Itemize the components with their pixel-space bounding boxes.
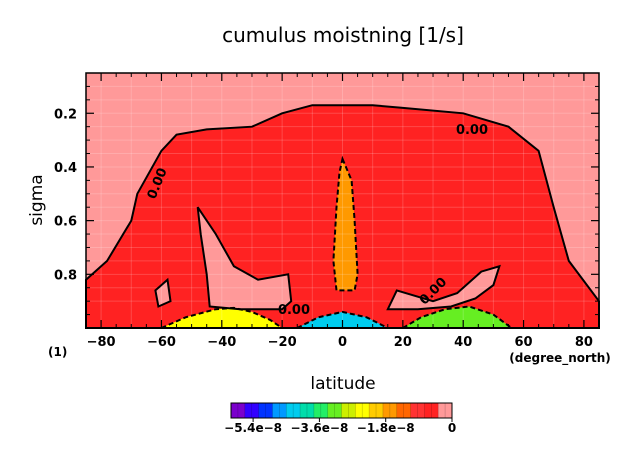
contour-label-top: 0.00 bbox=[456, 123, 488, 138]
x-axis-label: latitude bbox=[310, 374, 375, 394]
region-equatorial-near-surface-cell bbox=[297, 311, 388, 328]
x-tick-label: −40 bbox=[207, 335, 236, 350]
y-tick-label: 0.6 bbox=[54, 215, 77, 230]
contour-equatorial-tongue bbox=[332, 155, 359, 292]
colorbar-tick-label: −5.4e−8 bbox=[224, 421, 282, 435]
region-southern-near-surface-cell bbox=[161, 307, 283, 328]
x-tick-label: 80 bbox=[575, 335, 593, 350]
colorbar bbox=[230, 402, 453, 419]
x-tick-label: −60 bbox=[147, 335, 176, 350]
figure-number: (1) bbox=[48, 345, 67, 359]
region-southern-weak-cell bbox=[197, 207, 292, 310]
x-tick-label: 40 bbox=[454, 335, 472, 350]
contour-lines bbox=[85, 104, 600, 329]
colorbar-segment bbox=[424, 403, 439, 418]
colorbar-segment bbox=[396, 403, 412, 418]
contour-troposphere-main bbox=[85, 104, 600, 329]
colorbar-segment bbox=[369, 403, 384, 418]
region-northern-near-surface-cell bbox=[402, 306, 512, 328]
y-tick-label: 0.2 bbox=[54, 107, 77, 122]
y-tick-label: 0.8 bbox=[54, 268, 77, 283]
y-axis: 0.2 0.4 0.6 0.8 bbox=[54, 85, 599, 316]
plot-area: 0.00 0.00 0.00 0.00 bbox=[85, 72, 600, 329]
colorbar-tick-label: 0 bbox=[448, 421, 456, 435]
colorbar-segment bbox=[382, 403, 398, 418]
contour-equatorial-near-surface-cell bbox=[296, 310, 389, 329]
grid-lines bbox=[86, 73, 599, 328]
colorbar-tick-label: −3.6e−8 bbox=[290, 421, 348, 435]
region-southern-small-cell bbox=[155, 279, 171, 307]
colorbar-segment bbox=[313, 403, 329, 418]
colorbar-segment bbox=[438, 403, 453, 418]
contour-regions bbox=[86, 73, 599, 328]
contour-label-lower: 0.00 bbox=[278, 303, 310, 318]
x-axis: −80 −60 −40 −20 0 20 40 60 80 bbox=[85, 73, 600, 350]
x-tick-label: −20 bbox=[268, 335, 297, 350]
colorbar-segment bbox=[341, 403, 356, 418]
chart-title: cumulus moistning [1/s] bbox=[222, 23, 464, 47]
contour-southern-small-cell bbox=[154, 277, 172, 308]
contour-northern-weak-cell bbox=[386, 264, 501, 311]
region-upper-stratosphere bbox=[86, 73, 599, 302]
x-tick-label: 20 bbox=[394, 335, 412, 350]
colorbar-segment bbox=[272, 403, 287, 418]
contour-southern-weak-cell bbox=[196, 206, 293, 311]
colorbar-segment bbox=[286, 403, 301, 418]
colorbar-segment bbox=[231, 403, 246, 418]
x-tick-label: 60 bbox=[515, 335, 533, 350]
colorbar-frame bbox=[230, 402, 453, 419]
region-northern-weak-cell bbox=[387, 266, 500, 310]
y-tick-label: 0.4 bbox=[54, 161, 77, 176]
x-tick-label: −80 bbox=[87, 335, 116, 350]
colorbar-segment bbox=[410, 403, 425, 418]
x-tick-label: 0 bbox=[338, 335, 347, 350]
colorbar-segment bbox=[300, 403, 315, 418]
colorbar-segment bbox=[355, 403, 370, 418]
colorbar-segment bbox=[327, 403, 342, 418]
colorbar-ticks: −5.4e−8 −3.6e−8 −1.8e−8 0 bbox=[224, 418, 456, 435]
colorbar-segment bbox=[258, 403, 273, 418]
colorbar-tick-label: −1.8e−8 bbox=[357, 421, 415, 435]
y-axis-label: sigma bbox=[27, 174, 47, 225]
x-unit-label: (degree_north) bbox=[509, 351, 610, 366]
colorbar-segment bbox=[244, 403, 260, 418]
